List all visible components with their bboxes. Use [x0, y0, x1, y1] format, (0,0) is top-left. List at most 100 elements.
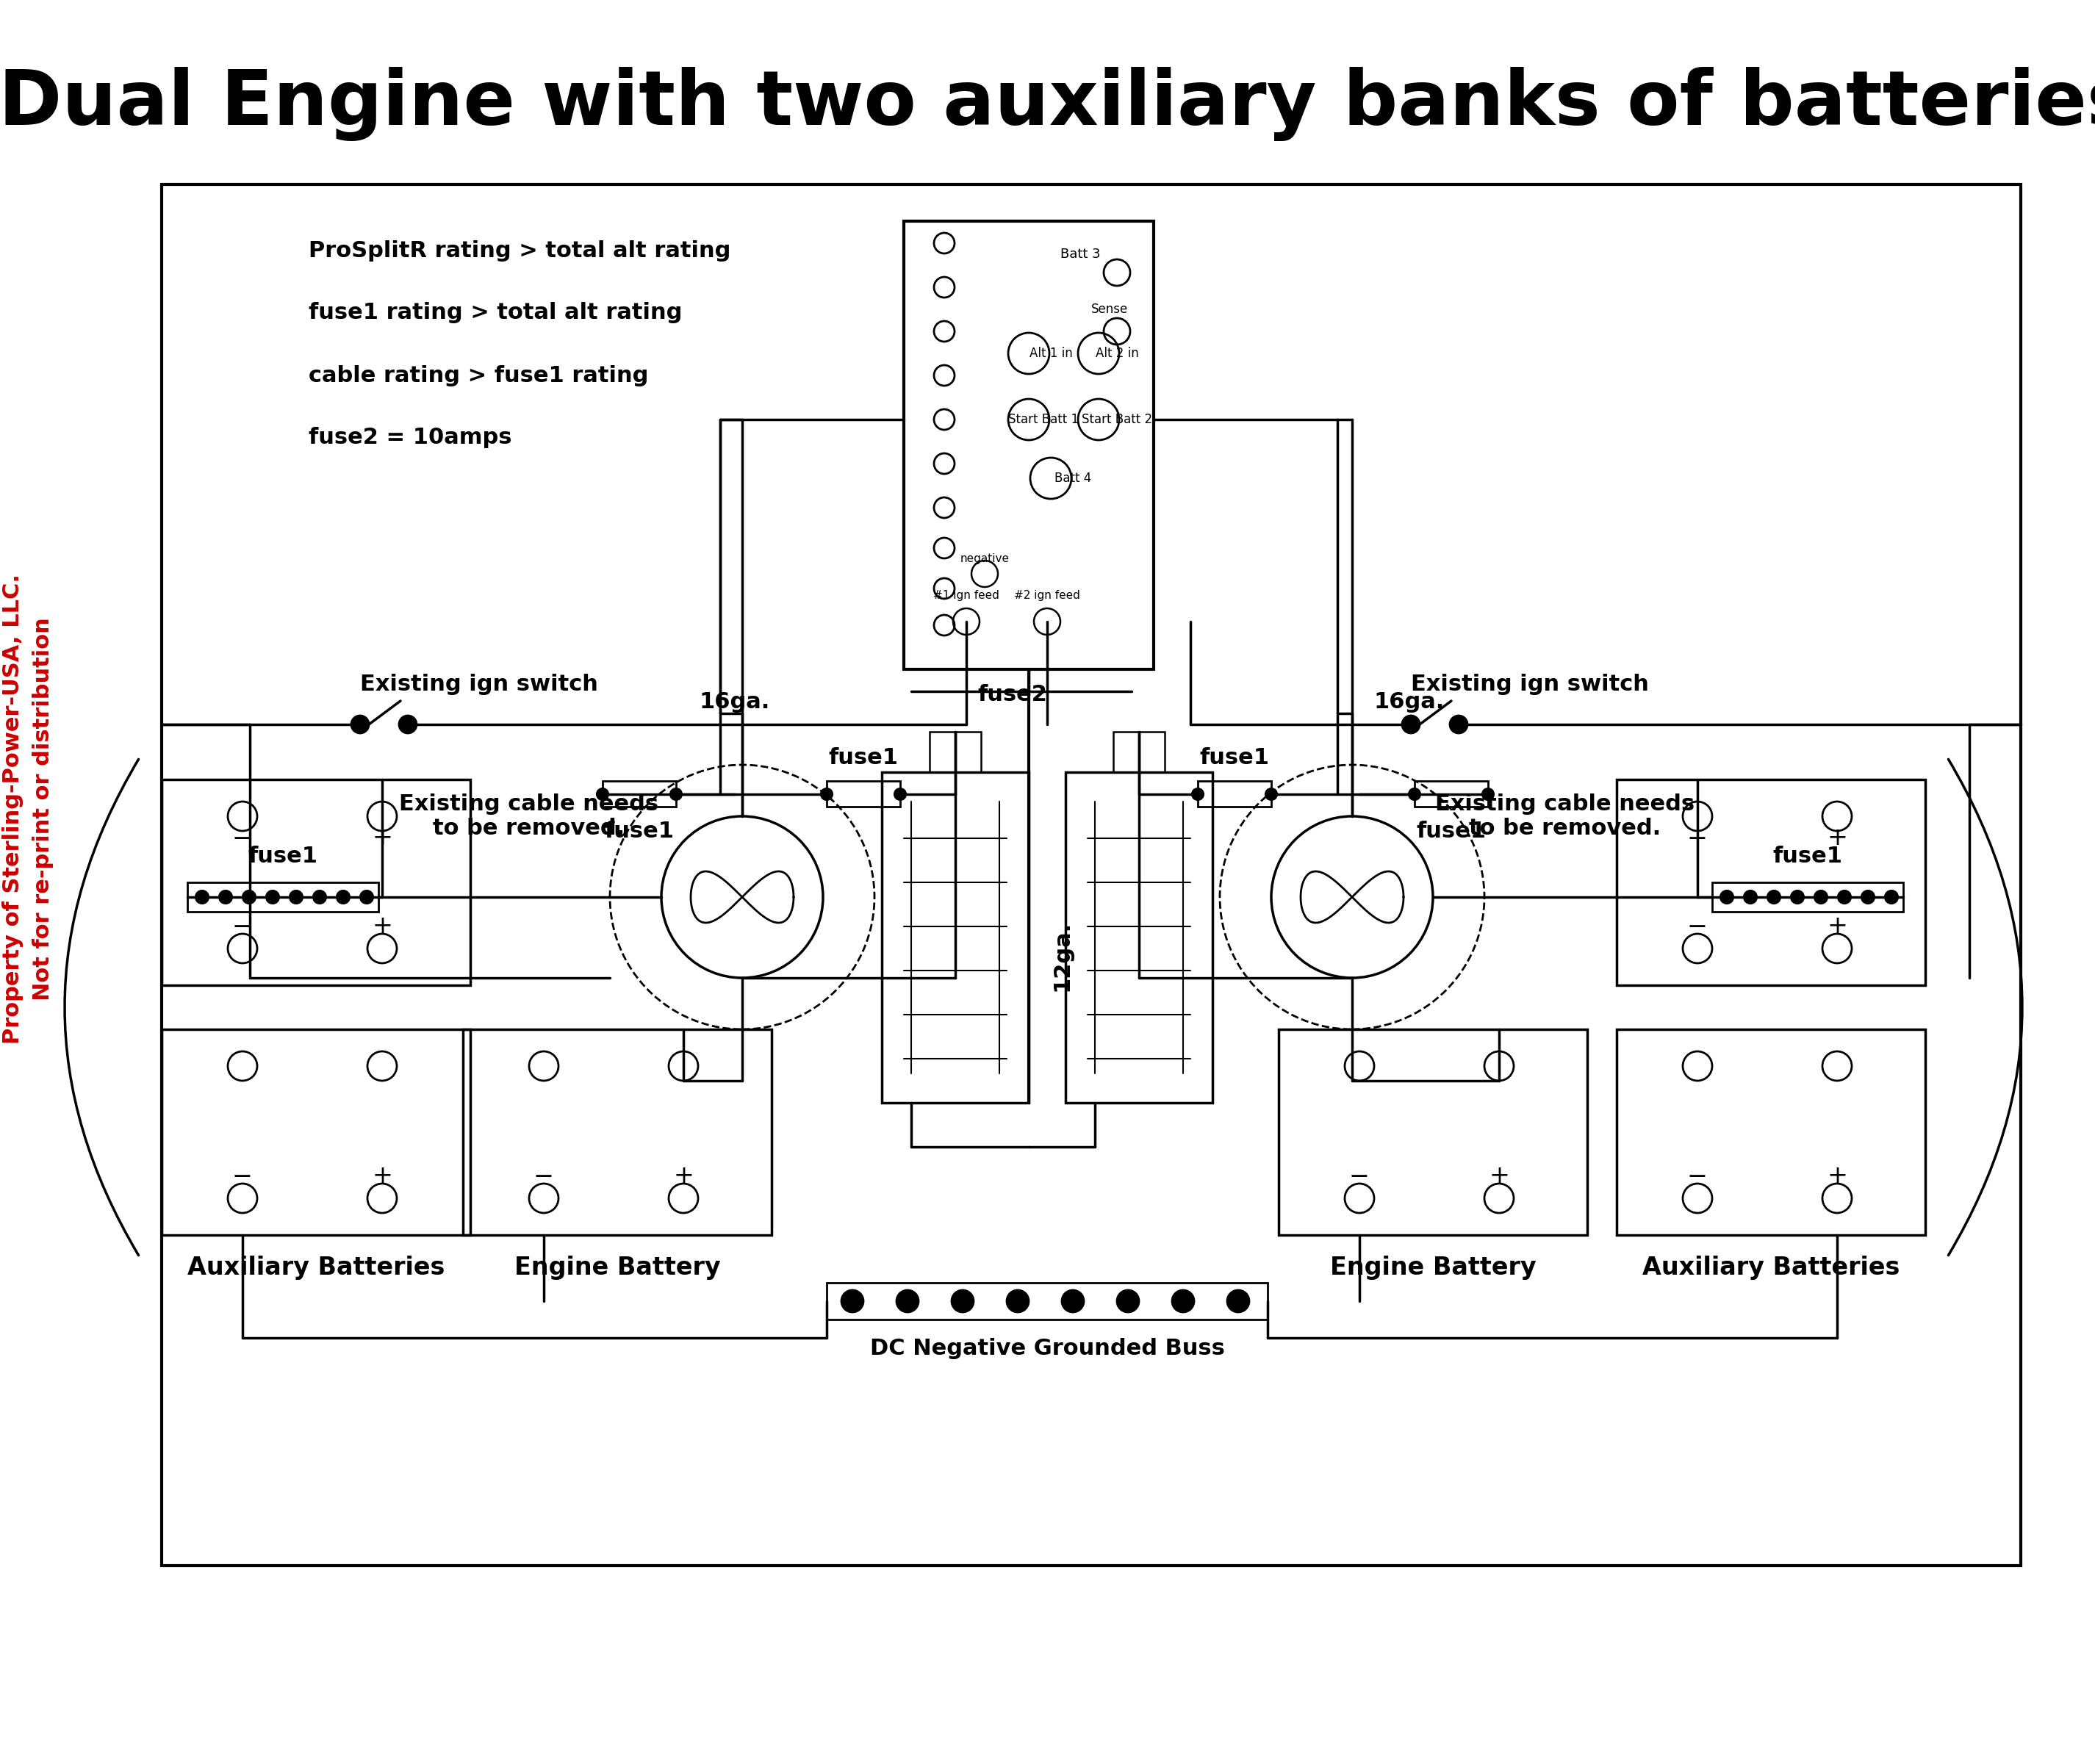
Circle shape [220, 891, 233, 903]
Bar [1198, 781, 1272, 806]
Text: #1 ign feed: #1 ign feed [932, 591, 999, 602]
Circle shape [1837, 891, 1852, 903]
Text: ProSplitR rating > total alt rating: ProSplitR rating > total alt rating [308, 240, 731, 261]
Text: fuse1 rating > total alt rating: fuse1 rating > total alt rating [308, 302, 683, 323]
Circle shape [352, 716, 369, 734]
Text: Auxiliary Batteries: Auxiliary Batteries [186, 1256, 444, 1281]
Text: DC Negative Grounded Buss: DC Negative Grounded Buss [869, 1339, 1226, 1360]
Bar [161, 780, 469, 986]
Bar [161, 185, 2022, 1566]
Circle shape [1720, 891, 1733, 903]
Bar [1617, 1030, 1925, 1235]
Text: −: − [1686, 914, 1707, 938]
Text: fuse1: fuse1 [603, 820, 675, 841]
Text: −: − [233, 914, 253, 938]
Text: Batt 3: Batt 3 [1060, 247, 1100, 261]
Text: fuse2: fuse2 [978, 684, 1048, 706]
Text: +: + [672, 1164, 693, 1189]
Circle shape [1768, 891, 1781, 903]
Circle shape [842, 1289, 863, 1312]
Text: Existing ign switch: Existing ign switch [360, 674, 597, 695]
Text: +: + [1490, 1164, 1508, 1189]
Text: fuse1: fuse1 [247, 847, 318, 868]
Text: Start Batt 1: Start Batt 1 [1008, 413, 1079, 427]
Text: −: − [1686, 1164, 1707, 1189]
Text: #2 ign feed: #2 ign feed [1014, 591, 1081, 602]
Text: fuse1: fuse1 [1772, 847, 1844, 868]
Text: −: − [1686, 826, 1707, 850]
Circle shape [597, 789, 608, 801]
Text: Alt 2 in: Alt 2 in [1096, 348, 1138, 360]
Circle shape [195, 891, 209, 903]
Circle shape [1814, 891, 1827, 903]
Circle shape [1481, 789, 1494, 801]
Circle shape [1192, 789, 1205, 801]
Bar [161, 1030, 469, 1235]
Text: cable rating > fuse1 rating: cable rating > fuse1 rating [308, 365, 647, 386]
Bar [1414, 781, 1487, 806]
Circle shape [895, 789, 905, 801]
Bar [1617, 780, 1925, 986]
Circle shape [1008, 1289, 1029, 1312]
Text: −: − [233, 826, 253, 850]
Bar [1712, 882, 1902, 912]
Circle shape [1886, 891, 1898, 903]
Text: −: − [1349, 1164, 1370, 1189]
Text: Sense: Sense [1091, 303, 1127, 316]
Text: 16ga.: 16ga. [700, 691, 771, 713]
Circle shape [266, 891, 279, 903]
Circle shape [1450, 716, 1466, 734]
Bar [1112, 732, 1165, 773]
Circle shape [1117, 1289, 1140, 1312]
FancyArrowPatch shape [1948, 759, 2022, 1256]
Text: +: + [1827, 826, 1848, 850]
Text: fuse1: fuse1 [1416, 820, 1485, 841]
Text: Dual Engine with two auxiliary banks of batteries: Dual Engine with two auxiliary banks of … [0, 67, 2095, 141]
Circle shape [1265, 789, 1278, 801]
Text: fuse2 = 10amps: fuse2 = 10amps [308, 427, 511, 448]
Text: +: + [1827, 1164, 1848, 1189]
Text: Auxiliary Batteries: Auxiliary Batteries [1642, 1256, 1900, 1281]
Text: Alt 1 in: Alt 1 in [1029, 348, 1073, 360]
Bar [186, 882, 379, 912]
Circle shape [951, 1289, 974, 1312]
Text: Existing cable needs
to be removed.: Existing cable needs to be removed. [1435, 794, 1695, 840]
Circle shape [398, 716, 417, 734]
Text: −: − [534, 1164, 553, 1189]
Text: Existing cable needs
to be removed.: Existing cable needs to be removed. [400, 794, 658, 840]
Circle shape [821, 789, 832, 801]
Text: Property of Sterling-Power-USA, LLC.
Not for re-print or distribution: Property of Sterling-Power-USA, LLC. Not… [2, 573, 54, 1044]
Bar [828, 1282, 1267, 1319]
Circle shape [1402, 716, 1420, 734]
FancyArrowPatch shape [65, 759, 138, 1256]
Text: +: + [373, 914, 392, 938]
Text: Engine Battery: Engine Battery [513, 1256, 721, 1281]
Text: −: − [233, 1164, 253, 1189]
Circle shape [337, 891, 350, 903]
Bar [603, 781, 677, 806]
Bar [828, 781, 901, 806]
Text: 16ga.: 16ga. [1374, 691, 1446, 713]
Text: 12ga.: 12ga. [1052, 921, 1073, 991]
Text: +: + [1827, 914, 1848, 938]
Text: negative: negative [960, 554, 1010, 564]
Circle shape [1408, 789, 1420, 801]
Circle shape [670, 789, 681, 801]
Bar [882, 773, 1029, 1102]
Circle shape [243, 891, 256, 903]
Text: Start Batt 2: Start Batt 2 [1081, 413, 1152, 427]
Text: Existing ign switch: Existing ign switch [1410, 674, 1649, 695]
Bar [463, 1030, 771, 1235]
Text: Engine Battery: Engine Battery [1330, 1256, 1536, 1281]
Text: fuse1: fuse1 [828, 746, 899, 767]
Circle shape [1743, 891, 1758, 903]
Bar [903, 220, 1154, 669]
Text: Batt 4: Batt 4 [1054, 471, 1091, 485]
Circle shape [312, 891, 327, 903]
Circle shape [1062, 1289, 1083, 1312]
Bar [1066, 773, 1213, 1102]
Circle shape [1171, 1289, 1194, 1312]
Circle shape [360, 891, 373, 903]
Text: fuse1: fuse1 [1200, 746, 1270, 767]
Circle shape [1791, 891, 1804, 903]
